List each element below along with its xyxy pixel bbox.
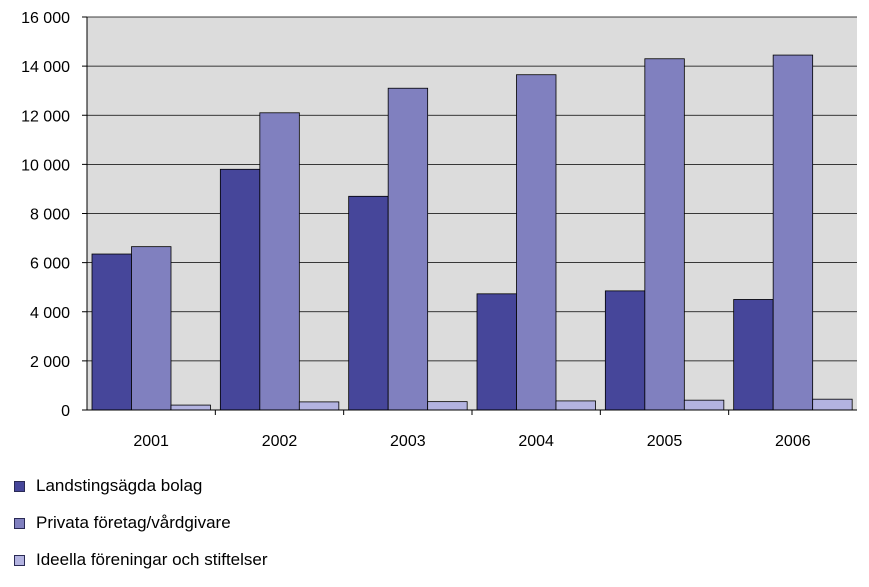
y-tick-label: 8 000: [30, 207, 70, 224]
y-tick-label: 12 000: [21, 108, 70, 125]
bar: [219, 168, 261, 411]
legend-item-privata-foretag: Privata företag/vårdgivare: [14, 513, 268, 533]
bar: [516, 74, 557, 411]
legend-swatch-landstingsagda-bolag: [14, 480, 25, 492]
x-axis-tick-labels: 2001 2002 2003 2004 2005 2006: [133, 410, 811, 450]
bar: [733, 299, 774, 411]
bar: [772, 54, 814, 411]
x-tick-label: 2003: [390, 433, 426, 450]
x-tick-label: 2005: [647, 433, 683, 450]
legend-label-ideella-foreningar: Ideella föreningar och stiftelser: [36, 550, 268, 569]
legend-label-privata-foretag: Privata företag/vårdgivare: [36, 513, 231, 532]
y-tick-label: 0: [61, 403, 70, 420]
y-tick-label: 10 000: [21, 157, 70, 174]
legend-item-ideella-foreningar: Ideella föreningar och stiftelser: [14, 550, 268, 570]
y-tick-label: 4 000: [30, 305, 70, 322]
legend-swatch-privata-foretag: [14, 517, 25, 529]
bar: [812, 398, 853, 411]
bar: [348, 195, 389, 411]
y-tick-label: 16 000: [21, 10, 70, 27]
bar: [298, 401, 340, 411]
bar: [259, 112, 300, 411]
y-tick-label: 14 000: [21, 59, 70, 76]
bar: [427, 401, 468, 411]
bar-chart: 0 2 000 4 000 6 000 8 000 10 000 12 000 14 000 1…: [21, 10, 857, 450]
x-tick-label: 2002: [262, 433, 298, 450]
bars: [91, 54, 853, 411]
bar: [644, 58, 685, 411]
bar: [387, 87, 429, 411]
legend: Landstingsägda bolag Privata företag/vår…: [14, 476, 268, 587]
x-tick-label: 2006: [775, 433, 811, 450]
bar: [91, 253, 132, 411]
y-tick-label: 6 000: [30, 256, 70, 273]
bar: [604, 290, 646, 411]
x-tick-label: 2004: [518, 433, 554, 450]
gridlines: [87, 16, 857, 362]
x-tick-label: 2001: [133, 433, 169, 450]
y-axis-tick-labels: 0 2 000 4 000 6 000 8 000 10 000 12 000 14 000 1…: [21, 10, 87, 420]
bar: [555, 400, 596, 411]
legend-label-landstingsagda-bolag: Landstingsägda bolag: [36, 476, 203, 495]
y-tick-label: 2 000: [30, 354, 70, 371]
bar: [683, 399, 725, 411]
bar: [131, 246, 172, 411]
bar: [476, 293, 517, 411]
legend-item-landstingsagda-bolag: Landstingsägda bolag: [14, 476, 268, 496]
legend-swatch-ideella-foreningar: [14, 554, 25, 566]
bar: [170, 404, 211, 411]
